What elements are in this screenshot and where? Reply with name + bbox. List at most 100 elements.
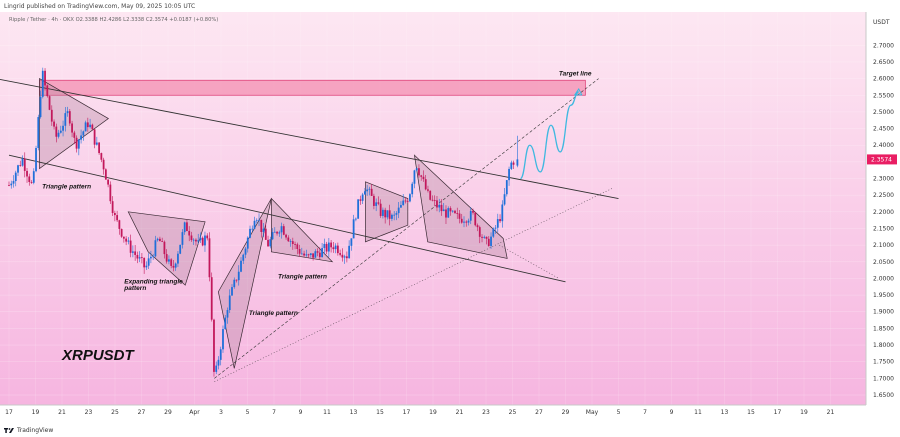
y-tick-label: 1.8500 [873, 325, 894, 332]
candle [510, 160, 513, 170]
annotation-label: Triangle pattern [278, 273, 327, 280]
candle [150, 250, 152, 264]
candle-body [318, 252, 321, 258]
candle [440, 199, 443, 216]
candle [402, 193, 405, 206]
candles [8, 67, 519, 377]
publisher-info: Lingrid published on TradingView.com, Ma… [4, 3, 196, 10]
candle [170, 258, 173, 269]
x-axis[interactable]: 17 19 21 23 25 27 29 Apr 3 5 7 9 11 13 15 17 19 21 23 25 27 2… [5, 409, 834, 416]
candle-body [255, 220, 258, 222]
candle-body [485, 236, 488, 239]
x-tick-label: 27 [535, 409, 543, 416]
x-tick-label: 27 [138, 409, 146, 416]
candle-body [264, 228, 267, 240]
candle-body [17, 165, 19, 173]
candle [363, 187, 366, 195]
candle-body [418, 168, 420, 176]
candle [192, 238, 195, 245]
candle-body [363, 191, 366, 195]
candle-body [249, 228, 251, 238]
x-tick-label: 23 [85, 409, 93, 416]
candle-body [379, 203, 382, 216]
candle-body [237, 271, 240, 281]
candle-body [55, 126, 58, 137]
candle [323, 238, 326, 255]
y-tick-label: 2.6000 [873, 76, 894, 83]
candle [411, 181, 414, 198]
candle [186, 219, 188, 232]
candle [179, 244, 182, 255]
candle-body [386, 210, 389, 218]
candle [102, 157, 105, 175]
candle-body [481, 236, 483, 238]
x-tick-label: 21 [58, 409, 66, 416]
candle-body [391, 214, 393, 219]
candle [183, 221, 186, 235]
candle [86, 117, 89, 132]
y-tick-label: 2.0000 [873, 275, 894, 282]
candle-body [478, 227, 481, 237]
candle [492, 227, 495, 238]
y-tick-label: 2.4500 [873, 126, 894, 133]
candle-body [93, 129, 96, 145]
candle-body [170, 259, 173, 266]
candle [136, 251, 139, 264]
candle [206, 233, 209, 241]
candle [314, 249, 317, 258]
x-tick-label: 7 [272, 409, 276, 416]
candle [280, 222, 283, 239]
candle-body [397, 207, 400, 214]
candle [436, 195, 438, 212]
candle [48, 95, 51, 111]
candle [41, 67, 44, 99]
candle-body [35, 148, 37, 172]
y-axis[interactable]: 2.7000 2.6500 2.6000 2.5500 2.5000 2.4500 2.40… [873, 19, 894, 399]
candle [125, 236, 128, 246]
candle-body [222, 329, 224, 350]
candle-body [503, 194, 506, 205]
candle [28, 173, 31, 186]
candle-body [352, 219, 355, 239]
candle-body [82, 131, 85, 136]
candle-body [217, 359, 220, 366]
candle [359, 195, 362, 205]
candle-body [291, 241, 294, 245]
candle-body [138, 257, 141, 259]
candle [258, 213, 260, 227]
x-tick-label: 29 [562, 409, 570, 416]
candle-body [269, 239, 272, 247]
candle [199, 232, 202, 243]
candle-body [424, 179, 427, 190]
candle-body [492, 228, 495, 237]
candle-body [183, 222, 186, 233]
candle [39, 90, 42, 119]
candle [422, 170, 425, 182]
tradingview-footer[interactable]: TradingView [4, 427, 53, 434]
candle [327, 237, 330, 258]
annotation-label: Expanding triangle [124, 278, 183, 285]
dashed-channel-top [214, 78, 599, 379]
y-axis-currency: USDT [873, 19, 890, 26]
x-tick-label: 21 [456, 409, 464, 416]
plot-background [0, 12, 866, 405]
candle-body [325, 243, 328, 252]
candle [168, 255, 170, 265]
candle [442, 202, 445, 212]
candle-body [19, 165, 22, 167]
candle-body [91, 124, 94, 130]
candle-body [150, 256, 152, 259]
candle [21, 155, 24, 167]
symbol-ohlc-legend[interactable]: Ripple / Tether · 4h · OKX O2.3388 H2.42… [9, 17, 219, 23]
x-tick-label: 19 [32, 409, 40, 416]
candle-body [438, 204, 441, 208]
candle [325, 241, 328, 255]
y-tick-label: 2.6500 [873, 59, 894, 66]
candle-body [242, 254, 245, 261]
candle-body [463, 221, 465, 223]
candle-body [224, 317, 227, 330]
candle-body [231, 287, 233, 296]
candle [463, 216, 465, 228]
candle [427, 185, 429, 193]
